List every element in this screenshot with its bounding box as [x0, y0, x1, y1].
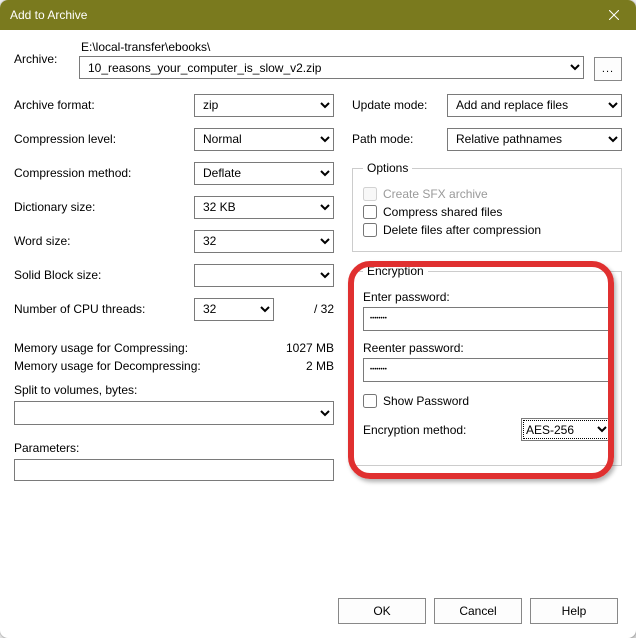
- reenter-password-label: Reenter password:: [363, 341, 611, 355]
- split-volumes-label: Split to volumes, bytes:: [14, 383, 334, 397]
- reenter-password-input[interactable]: [363, 358, 611, 382]
- cpu-threads-select[interactable]: 32: [194, 298, 274, 321]
- parameters-label: Parameters:: [14, 441, 334, 455]
- word-size-select[interactable]: 32: [194, 230, 334, 253]
- create-sfx-checkbox: [363, 187, 377, 201]
- update-mode-label: Update mode:: [352, 98, 447, 112]
- delete-after-label: Delete files after compression: [383, 223, 541, 237]
- archive-label: Archive:: [14, 40, 69, 66]
- dictionary-size-select[interactable]: 32 KB: [194, 196, 334, 219]
- mem-compress-value: 1027 MB: [286, 341, 334, 355]
- show-password-checkbox[interactable]: [363, 394, 377, 408]
- close-icon: [609, 10, 619, 20]
- archive-path-prefix: E:\local-transfer\ebooks\: [79, 40, 584, 56]
- archive-format-select[interactable]: zip: [194, 94, 334, 117]
- enter-password-label: Enter password:: [363, 290, 611, 304]
- browse-button[interactable]: ...: [594, 57, 622, 81]
- delete-after-checkbox[interactable]: [363, 223, 377, 237]
- close-button[interactable]: [591, 0, 636, 30]
- window-title: Add to Archive: [10, 8, 591, 22]
- encryption-method-label: Encryption method:: [363, 423, 513, 437]
- enter-password-input[interactable]: [363, 307, 611, 331]
- compress-shared-checkbox[interactable]: [363, 205, 377, 219]
- cpu-threads-label: Number of CPU threads:: [14, 302, 194, 316]
- archive-filename-select[interactable]: 10_reasons_your_computer_is_slow_v2.zip: [79, 56, 584, 79]
- update-mode-select[interactable]: Add and replace files: [447, 94, 622, 117]
- mem-decompress-label: Memory usage for Decompressing:: [14, 359, 201, 373]
- encryption-legend: Encryption: [363, 264, 428, 278]
- encryption-method-select[interactable]: AES-256: [521, 418, 611, 441]
- solid-block-size-label: Solid Block size:: [14, 268, 194, 282]
- cpu-threads-total: / 32: [314, 302, 334, 316]
- compression-method-select[interactable]: Deflate: [194, 162, 334, 185]
- options-group: Options Create SFX archive Compress shar…: [352, 161, 622, 252]
- compress-shared-label: Compress shared files: [383, 205, 502, 219]
- mem-compress-label: Memory usage for Compressing:: [14, 341, 188, 355]
- help-button[interactable]: Help: [530, 598, 618, 624]
- compression-level-label: Compression level:: [14, 132, 194, 146]
- mem-decompress-value: 2 MB: [306, 359, 334, 373]
- archive-format-label: Archive format:: [14, 98, 194, 112]
- dictionary-size-label: Dictionary size:: [14, 200, 194, 214]
- solid-block-size-select[interactable]: [194, 264, 334, 287]
- options-legend: Options: [363, 161, 412, 175]
- parameters-input[interactable]: [14, 459, 334, 481]
- path-mode-select[interactable]: Relative pathnames: [447, 128, 622, 151]
- cancel-button[interactable]: Cancel: [434, 598, 522, 624]
- show-password-label: Show Password: [383, 394, 469, 408]
- encryption-group: Encryption Enter password: Reenter passw…: [352, 264, 622, 466]
- titlebar: Add to Archive: [0, 0, 636, 30]
- path-mode-label: Path mode:: [352, 132, 447, 146]
- compression-method-label: Compression method:: [14, 166, 194, 180]
- compression-level-select[interactable]: Normal: [194, 128, 334, 151]
- word-size-label: Word size:: [14, 234, 194, 248]
- ok-button[interactable]: OK: [338, 598, 426, 624]
- split-volumes-select[interactable]: [14, 401, 334, 425]
- create-sfx-label: Create SFX archive: [383, 187, 488, 201]
